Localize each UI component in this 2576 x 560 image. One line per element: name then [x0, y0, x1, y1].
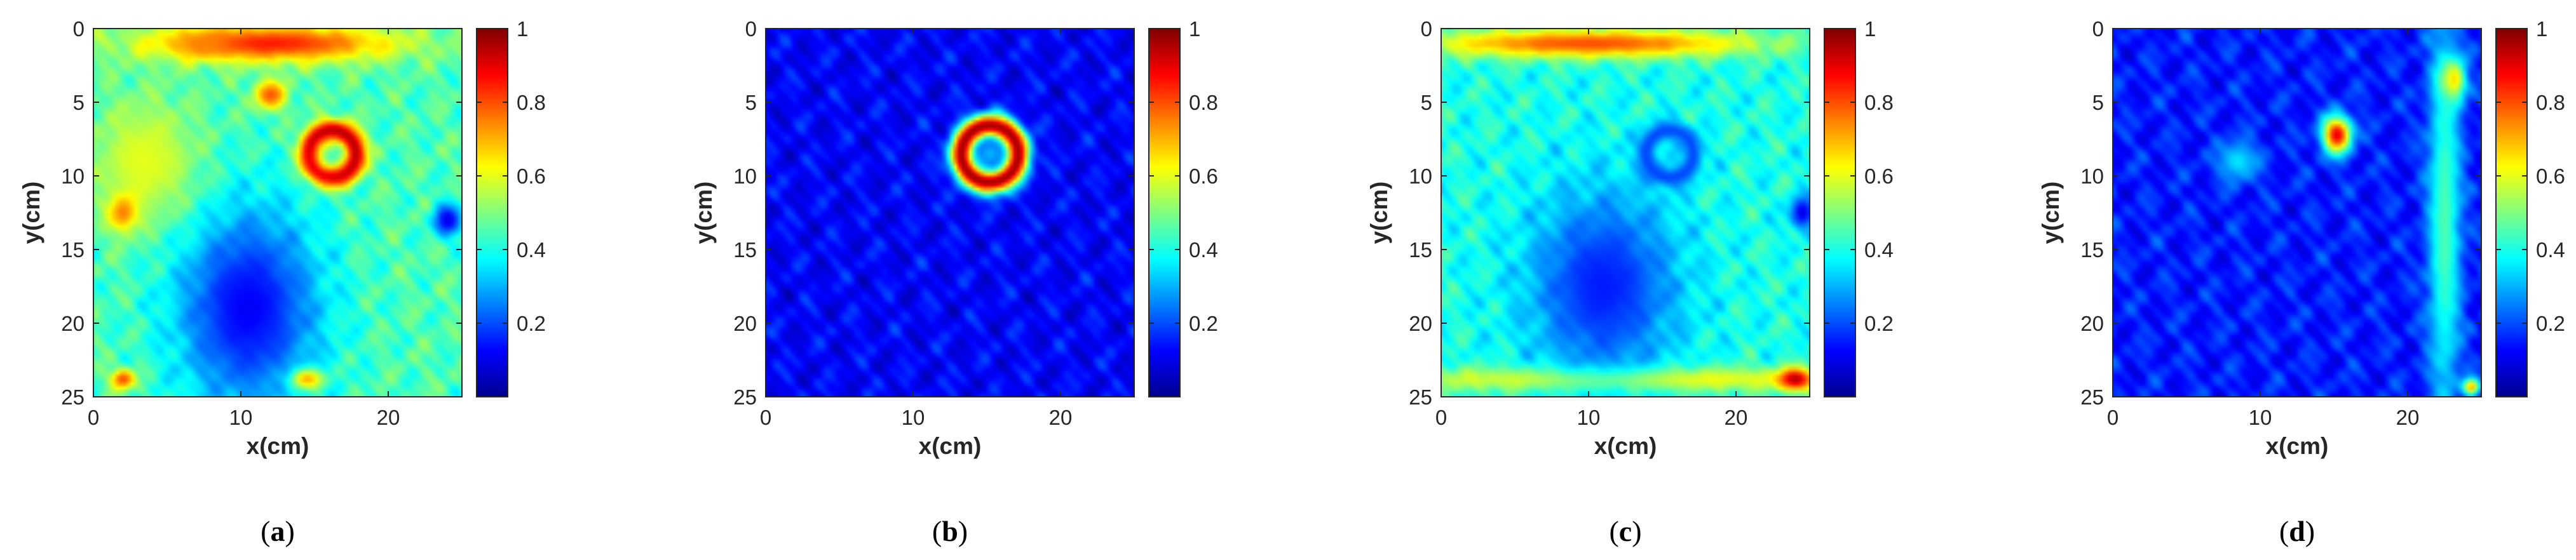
colorbar-tick-label: 0.4	[517, 238, 546, 262]
x-axis-label: x(cm)	[919, 433, 982, 459]
x-tick-label: 10	[1577, 406, 1601, 429]
x-tick-label: 10	[2249, 406, 2272, 429]
panel-caption: (a)	[261, 515, 295, 547]
y-tick-label: 10	[733, 164, 757, 188]
colorbar-tick-label: 1	[2536, 17, 2547, 41]
axes-box	[765, 28, 1135, 397]
panel-d: 0 10 20 0 5 10 15 20 25 x(cm) y(cm) 0.2 0.4 0.6 0.8 1 (d…	[2038, 17, 2565, 547]
colorbar-tick-label: 1	[1189, 17, 1200, 41]
panel-b: 0 10 20 0 5 10 15 20 25 x(cm) y(cm) 0.2 0.4 0.6 0.8 1 (b…	[691, 17, 1218, 547]
colorbar-tick-label: 0.4	[2536, 238, 2565, 262]
colorbar-tick-label: 0.6	[2536, 164, 2565, 188]
y-tick-label: 20	[733, 312, 757, 335]
x-tick-label: 20	[1725, 406, 1748, 429]
y-tick-label: 20	[61, 312, 85, 335]
colorbar-tick-label: 0.4	[1864, 238, 1894, 262]
colorbar-tick-label: 0.2	[517, 312, 546, 335]
axes-box	[2112, 28, 2482, 397]
colorbar-tick-label: 0.6	[517, 164, 546, 188]
y-tick-label: 15	[733, 238, 757, 262]
y-axis-label: y(cm)	[18, 182, 44, 244]
y-tick-label: 15	[61, 238, 85, 262]
y-tick-label: 10	[1409, 164, 1432, 188]
colorbar	[1148, 28, 1181, 397]
y-axis-label: y(cm)	[691, 182, 717, 244]
y-tick-label: 0	[1421, 17, 1432, 41]
panel-a: 0 10 20 0 5 10 15 20 25 x(cm) y(cm) 0.2 0.4 0.6 0.8 1 (a…	[18, 17, 546, 547]
axes-box	[93, 28, 463, 397]
axes-box	[1441, 28, 1810, 397]
x-tick-label: 10	[902, 406, 925, 429]
y-tick-label: 25	[733, 385, 757, 409]
y-tick-label: 0	[73, 17, 85, 41]
colorbar-tick-label: 1	[517, 17, 528, 41]
y-tick-label: 15	[1409, 238, 1432, 262]
y-tick-label: 5	[2092, 91, 2104, 114]
y-tick-label: 20	[1409, 312, 1432, 335]
x-tick-label: 0	[760, 406, 771, 429]
panel-caption: (b)	[932, 515, 968, 547]
colorbar-tick-label: 0.2	[1864, 312, 1894, 335]
panel-c: 0 10 20 0 5 10 15 20 25 x(cm) y(cm) 0.2 0.4 0.6 0.8 1 (c…	[1366, 17, 1894, 547]
panel-caption: (c)	[1609, 515, 1641, 547]
colorbar	[1824, 28, 1856, 397]
x-tick-label: 20	[377, 406, 400, 429]
x-tick-label: 20	[2396, 406, 2420, 429]
colorbar-tick-label: 0.2	[2536, 312, 2565, 335]
y-tick-label: 10	[61, 164, 85, 188]
y-tick-label: 5	[745, 91, 757, 114]
colorbar-tick-label: 0.8	[1864, 91, 1894, 114]
colorbar-tick-label: 0.8	[2536, 91, 2565, 114]
heatmap-image	[93, 29, 462, 397]
y-tick-label: 20	[2080, 312, 2104, 335]
y-tick-label: 10	[2080, 164, 2104, 188]
x-axis-label: x(cm)	[1594, 433, 1657, 459]
x-axis-label: x(cm)	[2266, 433, 2329, 459]
heatmap-image	[1441, 29, 1810, 397]
y-tick-label: 25	[61, 385, 85, 409]
y-tick-label: 15	[2080, 238, 2104, 262]
x-axis-label: x(cm)	[247, 433, 309, 459]
y-tick-label: 25	[2080, 385, 2104, 409]
panel-caption: (d)	[2279, 515, 2315, 547]
y-tick-label: 0	[2092, 17, 2104, 41]
y-tick-label: 5	[1421, 91, 1432, 114]
heatmap-image	[766, 29, 1134, 397]
y-tick-label: 0	[745, 17, 757, 41]
colorbar-tick-label: 0.6	[1864, 164, 1894, 188]
y-axis-label: y(cm)	[1366, 182, 1392, 244]
y-tick-label: 25	[1409, 385, 1432, 409]
x-tick-label: 0	[88, 406, 99, 429]
colorbar-tick-label: 0.8	[517, 91, 546, 114]
colorbar-tick-label: 1	[1864, 17, 1876, 41]
x-tick-label: 10	[229, 406, 253, 429]
colorbar	[476, 28, 508, 397]
colorbar	[2495, 28, 2528, 397]
colorbar-tick-label: 0.6	[1189, 164, 1218, 188]
x-tick-label: 0	[2107, 406, 2118, 429]
colorbar-tick-label: 0.2	[1189, 312, 1218, 335]
x-tick-label: 20	[1049, 406, 1073, 429]
heatmap-image	[2113, 29, 2481, 397]
colorbar-tick-label: 0.4	[1189, 238, 1218, 262]
y-axis-label: y(cm)	[2038, 182, 2064, 244]
x-tick-label: 0	[1435, 406, 1447, 429]
y-tick-label: 5	[73, 91, 85, 114]
colorbar-tick-label: 0.8	[1189, 91, 1218, 114]
